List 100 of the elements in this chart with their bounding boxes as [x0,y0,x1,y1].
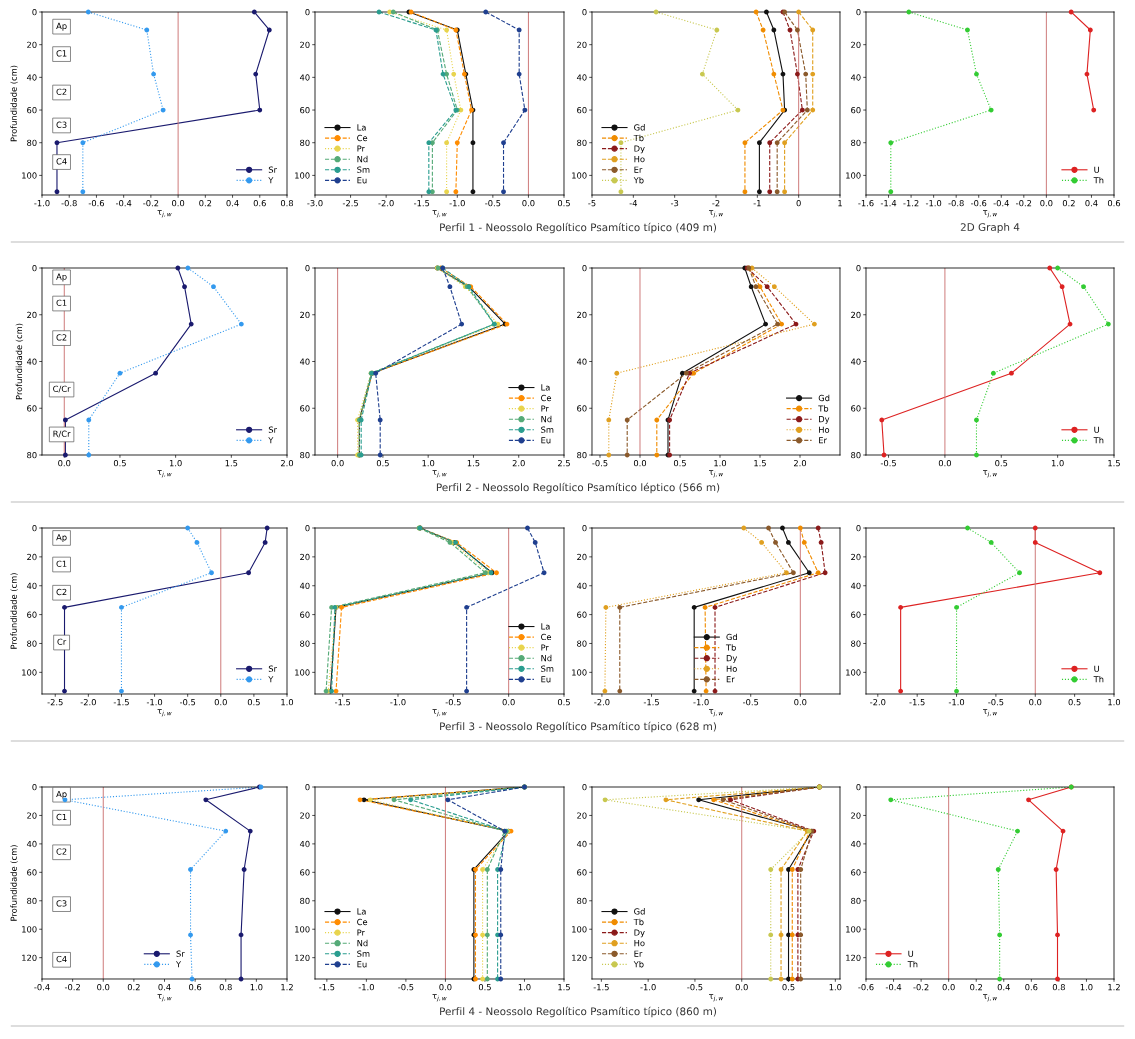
x-tick-label: 0.4 [997,984,1010,991]
x-tick-label: -1.4 [880,200,897,207]
x-tick-label: -2.0 [378,200,394,207]
x-tick-label: -1.0 [146,699,163,706]
x-axis-title: τ$_{j,w}$ [157,470,172,478]
y-tick-label: 20 [300,812,310,819]
y-tick-label: 0 [305,783,310,791]
y-tick-label: 80 [577,640,587,647]
y-tick-label: 20 [27,311,37,319]
x-axis-title: τ$_{j,w}$ [983,709,998,717]
x-tick-label: 0.4 [1085,200,1098,207]
text: Perfil 1 - Neossolo Regolítico Psamítico típico (409 m) [440,222,716,234]
x-tick-label: -0.5 [687,984,703,991]
legend-label: Eu [541,437,551,444]
y-tick-label: 20 [577,311,587,319]
x-tick-label: -1.2 [903,200,919,207]
legend-label: Dy [726,655,738,663]
x-axis-title: τ$_{j,w}$ [709,709,724,717]
x-tick-label: -0.8 [61,200,77,207]
legend-label: Yb [633,960,644,968]
y-tick-label: 60 [577,107,587,114]
y-tick-label: 60 [851,611,861,618]
y-tick-label: 80 [300,451,310,459]
x-tick-label: -0.6 [858,984,874,991]
y-tick-label: 80 [27,897,37,905]
y-tick-label: 40 [850,358,861,365]
y-tick-label: 120 [846,954,861,961]
x-tick-label: 2.0 [793,460,807,467]
y-tick-label: 60 [27,107,37,114]
annotation: C1 [56,560,67,567]
y-tick-label: 60 [27,405,37,412]
text: Perfil 3 - Neossolo Regolítico Psamítico típico (628 m) [440,721,716,733]
y-tick-label: 40 [576,840,587,848]
y-tick-label: 0 [582,783,587,791]
legend-label: Nd [357,155,368,163]
x-axis-title: τ$_{j,w}$ [709,210,724,218]
y-tick-label: 60 [300,405,310,412]
text: 2D Graph 4 [960,222,1020,234]
legend-label: Eu [541,676,551,683]
y-tick-label: 20 [851,812,861,819]
x-tick-label: -0.4 [115,200,132,207]
legend-label: Gd [634,124,645,131]
annotation: C3 [56,121,67,128]
legend-label: Gd [726,633,737,641]
legend-label: Pr [541,405,549,412]
y-tick-label: 40 [299,74,310,81]
x-tick-label: 0.2 [1062,200,1075,207]
x-tick-label: 0.6 [189,984,202,991]
y-tick-label: 120 [22,954,37,961]
y-tick-label: 80 [577,897,587,905]
y-axis-title: Profundidade (cm) [10,845,18,921]
x-tick-label: 2.5 [557,460,570,467]
x-axis-title: τ$_{j,w}$ [983,994,998,1002]
legend-label: Sm [357,950,370,957]
x-tick-label: -1.0 [390,699,406,706]
annotation: Ap [56,534,67,542]
legend-label: Er [726,676,735,683]
y-tick-label: 0 [856,524,861,532]
y-tick-label: 40 [576,582,587,590]
x-axis-title: τ$_{j,w}$ [157,994,172,1002]
y-tick-label: 100 [22,669,37,676]
y-tick-label: 120 [572,954,587,961]
y-tick-label: 80 [851,139,861,146]
x-tick-label: -1.0 [640,984,656,991]
x-tick-label: -1.5 [113,699,129,706]
x-tick-label: -0.6 [88,200,105,207]
x-tick-label: 1.5 [225,460,238,467]
legend-label: Nd [357,939,368,947]
x-tick-label: 0.5 [557,200,570,207]
y-tick-label: 0 [582,8,587,16]
x-tick-label: -1.5 [413,200,430,207]
legend-label: Dy [634,929,645,938]
y-tick-label: 100 [846,669,861,676]
y-tick-label: 20 [27,812,37,819]
annotation: C1 [56,50,67,57]
x-axis-title: τ$_{j,w}$ [432,994,447,1002]
y-tick-label: 40 [26,582,37,590]
y-tick-label: 40 [26,840,37,848]
legend-label: Sm [541,426,554,433]
y-tick-label: 0 [32,783,37,791]
legend-label: Y [268,177,274,184]
legend-label: U [908,950,914,957]
x-tick-label: 1.0 [250,984,263,991]
x-tick-label: -2.0 [594,699,610,706]
legend-label: La [541,384,550,391]
y-tick-label: 100 [22,926,37,933]
x-tick-label: 1.5 [754,460,766,467]
x-tick-label: 0.5 [478,984,491,991]
x-tick-label: 0.2 [199,200,212,207]
x-tick-label: -3.0 [307,200,323,207]
x-tick-label: 0.0 [794,699,807,706]
y-tick-label: 100 [295,669,310,676]
x-tick-label: 0.0 [58,460,71,467]
y-tick-label: 100 [572,669,587,676]
y-tick-label: 60 [577,611,587,618]
x-tick-label: -1.5 [909,699,925,706]
annotation: Ap [56,22,67,31]
x-axis-title: τ$_{j,w}$ [432,210,447,218]
legend-label: Ho [819,426,830,433]
x-tick-label: 0.5 [782,984,795,991]
